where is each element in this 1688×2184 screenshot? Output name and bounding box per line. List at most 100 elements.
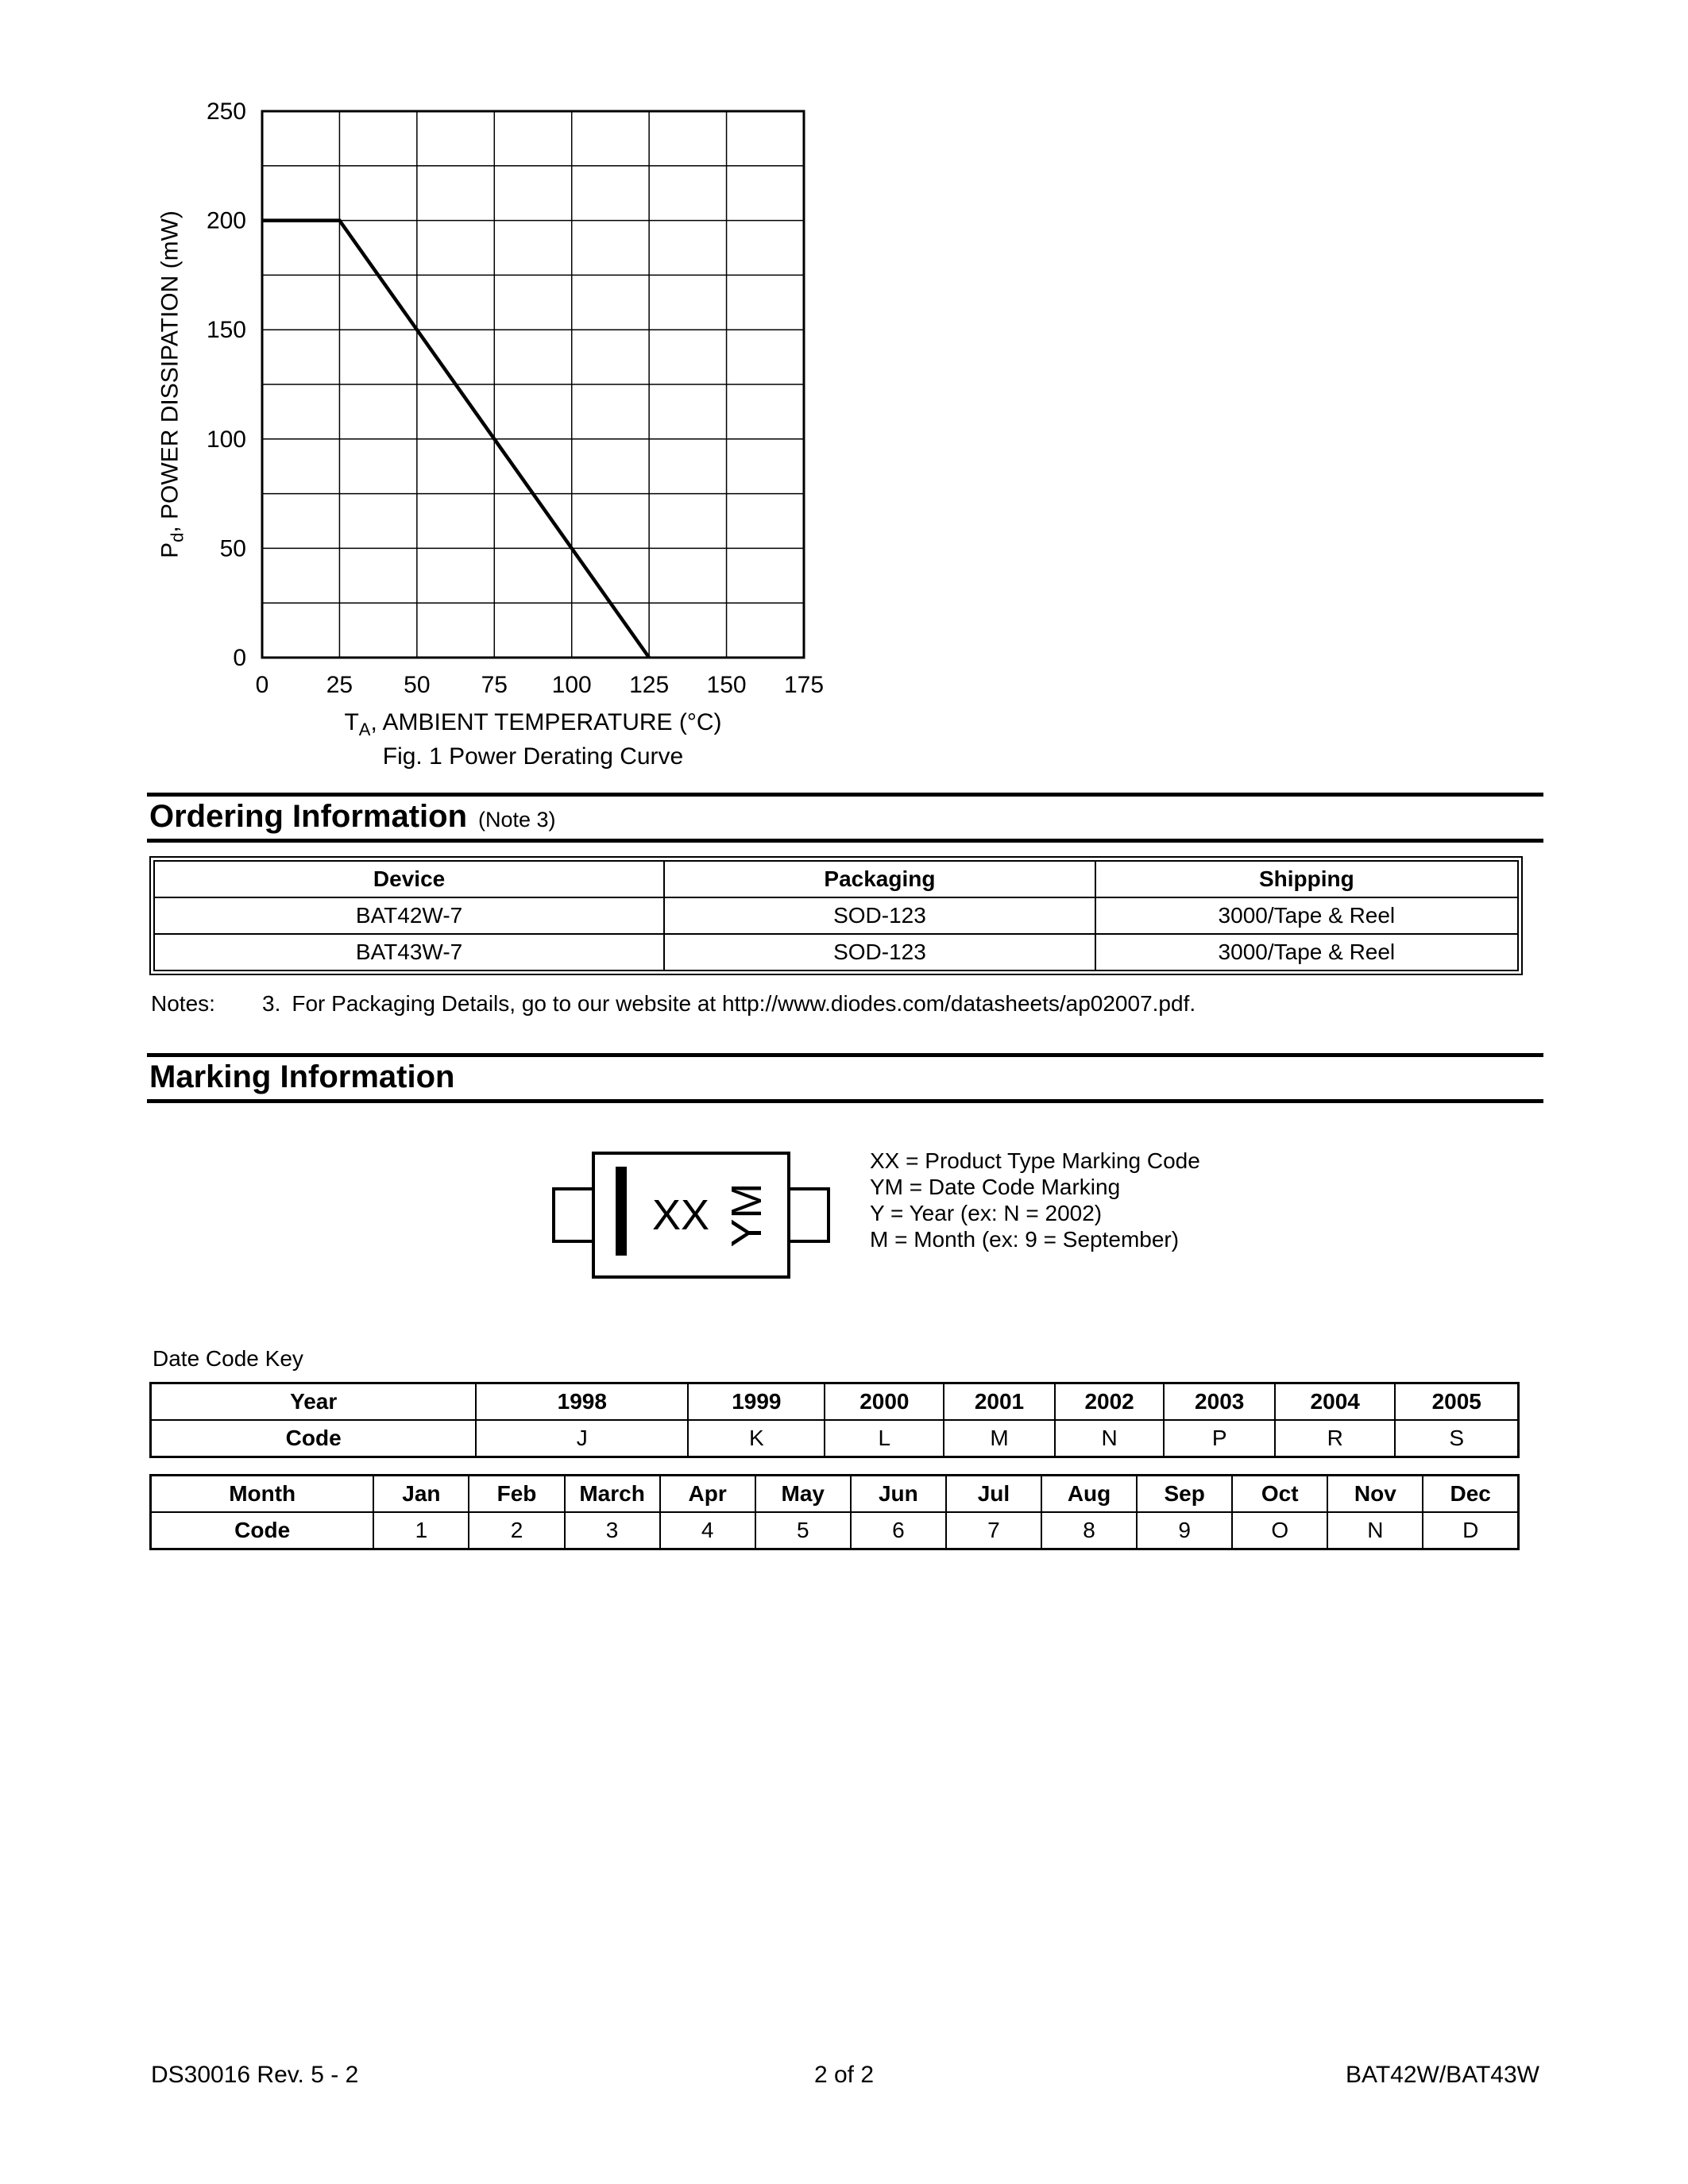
year-code-cell: R bbox=[1273, 1419, 1396, 1458]
note-number: 3. bbox=[262, 991, 281, 1016]
power-derating-chart: 0 50 100 150 200 250 0 25 50 75 100 125 150 175 bbox=[207, 98, 824, 698]
month-jan: Jan bbox=[373, 1474, 470, 1513]
section-rule-top-marking bbox=[147, 1053, 1543, 1057]
svg-text:100: 100 bbox=[207, 426, 246, 453]
month-nov: Nov bbox=[1327, 1474, 1424, 1513]
section-rule-bottom-ordering bbox=[147, 839, 1543, 843]
month-code-cell: N bbox=[1327, 1511, 1424, 1550]
month-code-table: Month Jan Feb March Apr May Jun Jul Aug … bbox=[149, 1474, 1520, 1550]
section-rule-top-ordering bbox=[147, 793, 1543, 797]
ordering-col-device: Device bbox=[153, 860, 666, 898]
month-code-label: Code bbox=[149, 1511, 375, 1550]
ordering-col-packaging: Packaging bbox=[663, 860, 1096, 898]
month-code-cell: O bbox=[1231, 1511, 1329, 1550]
ordering-table-wrapper: Device Packaging Shipping BAT42W-7 SOD-1… bbox=[149, 856, 1523, 975]
note-text: For Packaging Details, go to our website… bbox=[292, 991, 1196, 1016]
legend-line-month: M = Month (ex: 9 = September) bbox=[870, 1227, 1180, 1252]
year-1998: 1998 bbox=[475, 1382, 689, 1421]
svg-text:150: 150 bbox=[707, 672, 747, 698]
marking-heading-text: Marking Information bbox=[149, 1059, 455, 1094]
month-code-row: Code 1 2 3 4 5 6 7 8 9 O N D bbox=[149, 1511, 1520, 1550]
svg-text:100: 100 bbox=[552, 672, 592, 698]
year-code-label: Code bbox=[149, 1419, 477, 1458]
figure-caption: Fig. 1 Power Derating Curve bbox=[382, 743, 684, 770]
year-2005: 2005 bbox=[1394, 1382, 1520, 1421]
ordering-notes: Notes: 3. For Packaging Details, go to our… bbox=[151, 991, 1196, 1017]
svg-text:50: 50 bbox=[220, 535, 246, 561]
ordering-section-heading: Ordering Information (Note 3) bbox=[149, 799, 556, 835]
svg-text:75: 75 bbox=[481, 672, 508, 698]
svg-text:50: 50 bbox=[404, 672, 430, 698]
marking-section-heading: Marking Information bbox=[149, 1059, 454, 1095]
year-2000: 2000 bbox=[824, 1382, 945, 1421]
ordering-col-shipping: Shipping bbox=[1094, 860, 1520, 898]
package-body: XX YM bbox=[592, 1152, 790, 1279]
svg-text:250: 250 bbox=[207, 98, 246, 125]
month-sep: Sep bbox=[1136, 1474, 1234, 1513]
month-march: March bbox=[563, 1474, 661, 1513]
ordering-heading-text: Ordering Information bbox=[149, 799, 467, 834]
month-oct: Oct bbox=[1231, 1474, 1329, 1513]
month-code-cell: 8 bbox=[1040, 1511, 1138, 1550]
packaging-cell: SOD-123 bbox=[663, 897, 1096, 935]
section-rule-bottom-marking bbox=[147, 1099, 1543, 1103]
year-1999: 1999 bbox=[687, 1382, 826, 1421]
year-row-label: Year bbox=[149, 1382, 477, 1421]
notes-label: Notes: bbox=[151, 991, 215, 1016]
year-code-cell: K bbox=[687, 1419, 826, 1458]
year-2003: 2003 bbox=[1163, 1382, 1276, 1421]
svg-text:200: 200 bbox=[207, 208, 246, 234]
legend-line-xx: XX = Product Type Marking Code bbox=[870, 1148, 1200, 1173]
ordering-note-ref: (Note 3) bbox=[478, 808, 556, 832]
svg-text:150: 150 bbox=[207, 317, 246, 343]
ordering-row-bat42w: BAT42W-7 SOD-123 3000/Tape & Reel bbox=[153, 897, 1520, 935]
month-code-cell: 6 bbox=[849, 1511, 947, 1550]
date-code-key-title: Date Code Key bbox=[153, 1346, 303, 1371]
month-code-cell: 5 bbox=[754, 1511, 852, 1550]
year-code-row: Code J K L M N P R S bbox=[149, 1419, 1520, 1458]
month-code-cell: D bbox=[1422, 1511, 1520, 1550]
month-apr: Apr bbox=[659, 1474, 756, 1513]
marking-legend: XX = Product Type Marking Code YM = Date… bbox=[870, 1148, 1200, 1252]
ordering-row-bat43w: BAT43W-7 SOD-123 3000/Tape & Reel bbox=[153, 933, 1520, 971]
footer-part-number: BAT42W/BAT43W bbox=[1346, 2062, 1539, 2088]
year-2002: 2002 bbox=[1053, 1382, 1165, 1421]
svg-text:175: 175 bbox=[784, 672, 824, 698]
year-row: Year 1998 1999 2000 2001 2002 2003 2004 … bbox=[149, 1382, 1520, 1421]
month-dec: Dec bbox=[1422, 1474, 1520, 1513]
month-code-cell: 4 bbox=[659, 1511, 756, 1550]
svg-text:0: 0 bbox=[233, 645, 246, 671]
cathode-band bbox=[616, 1167, 627, 1256]
device-cell: BAT43W-7 bbox=[153, 933, 666, 971]
chart-x-axis-title: TA, AMBIENT TEMPERATURE (°C) bbox=[344, 709, 722, 739]
month-may: May bbox=[754, 1474, 852, 1513]
month-aug: Aug bbox=[1040, 1474, 1138, 1513]
month-row-label: Month bbox=[149, 1474, 375, 1513]
device-cell: BAT42W-7 bbox=[153, 897, 666, 935]
month-jun: Jun bbox=[849, 1474, 947, 1513]
year-2001: 2001 bbox=[943, 1382, 1056, 1421]
package-marking-diagram: XX YM bbox=[552, 1152, 838, 1283]
legend-line-ym: YM = Date Code Marking bbox=[870, 1175, 1121, 1199]
marking-code-ym: YM bbox=[723, 1183, 771, 1248]
month-code-cell: 7 bbox=[944, 1511, 1043, 1550]
packaging-cell: SOD-123 bbox=[663, 933, 1096, 971]
marking-code-xx: XX bbox=[651, 1191, 710, 1239]
month-code-cell: 1 bbox=[373, 1511, 470, 1550]
footer-doc-number: DS30016 Rev. 5 - 2 bbox=[151, 2062, 359, 2088]
month-row: Month Jan Feb March Apr May Jun Jul Aug … bbox=[149, 1474, 1520, 1513]
package-lead-left bbox=[552, 1187, 595, 1243]
ordering-table: Device Packaging Shipping BAT42W-7 SOD-1… bbox=[153, 860, 1520, 971]
svg-text:0: 0 bbox=[256, 672, 269, 698]
year-code-cell: L bbox=[824, 1419, 945, 1458]
month-code-cell: 3 bbox=[563, 1511, 661, 1550]
ordering-header-row: Device Packaging Shipping bbox=[153, 860, 1520, 898]
svg-text:125: 125 bbox=[629, 672, 669, 698]
year-code-cell: M bbox=[943, 1419, 1056, 1458]
year-code-cell: S bbox=[1394, 1419, 1520, 1458]
month-jul: Jul bbox=[944, 1474, 1043, 1513]
legend-line-year: Y = Year (ex: N = 2002) bbox=[870, 1201, 1103, 1225]
year-code-cell: P bbox=[1163, 1419, 1276, 1458]
year-code-table: Year 1998 1999 2000 2001 2002 2003 2004 … bbox=[149, 1382, 1520, 1458]
